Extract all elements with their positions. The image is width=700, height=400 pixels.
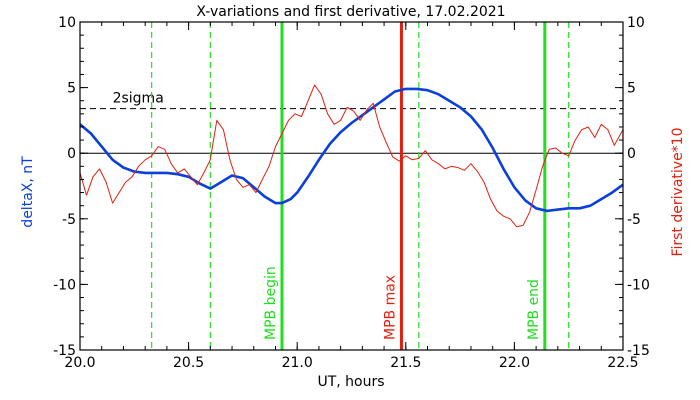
y-tick-label-left: -10 [53, 277, 76, 293]
y-tick-label-left: -5 [62, 212, 76, 228]
y-tick-label-right: 5 [627, 81, 636, 97]
y-axis-label-right: First derivative*10 [670, 127, 686, 256]
x-axis-label: UT, hours [317, 374, 384, 390]
y-tick-label-right: 10 [627, 15, 645, 31]
y-tick-label-right: 0 [627, 146, 636, 162]
plot-area: 2sigma MPB begin MPB max MPB end [79, 22, 624, 350]
chart-title: X-variations and first derivative, 17.02… [196, 4, 505, 20]
x-tick-label: 21.5 [390, 355, 421, 371]
x-tick-label: 21.0 [282, 355, 313, 371]
marker-label-mpb-begin: MPB begin [263, 266, 279, 340]
axes: 20.0 20.5 21.0 21.5 22.0 22.5 10 5 0 -5 -10 -15 10 5 0… [53, 15, 650, 371]
plot-frame [79, 21, 624, 351]
sigma-label: 2sigma [113, 91, 164, 107]
series-derivative-line [79, 84, 624, 228]
y-tick-label-left: -15 [53, 343, 76, 359]
y-tick-label-left: 5 [67, 81, 76, 97]
x-tick-label: 22.5 [607, 355, 638, 371]
x-tick-label: 20.5 [173, 355, 204, 371]
y-tick-label-right: -5 [627, 212, 641, 228]
y-axis-label-left: deltaX, nT [20, 156, 36, 228]
x-tick-label: 22.0 [499, 355, 530, 371]
y-tick-label-right: -15 [627, 343, 650, 359]
x-tick-label: 20.0 [64, 355, 95, 371]
marker-label-mpb-end: MPB end [526, 279, 542, 340]
y-tick-label-right: -10 [627, 277, 650, 293]
marker-label-mpb-max: MPB max [382, 275, 398, 340]
series-deltax-line [79, 87, 624, 213]
y-tick-label-left: 0 [67, 146, 76, 162]
y-tick-label-left: 10 [58, 15, 76, 31]
